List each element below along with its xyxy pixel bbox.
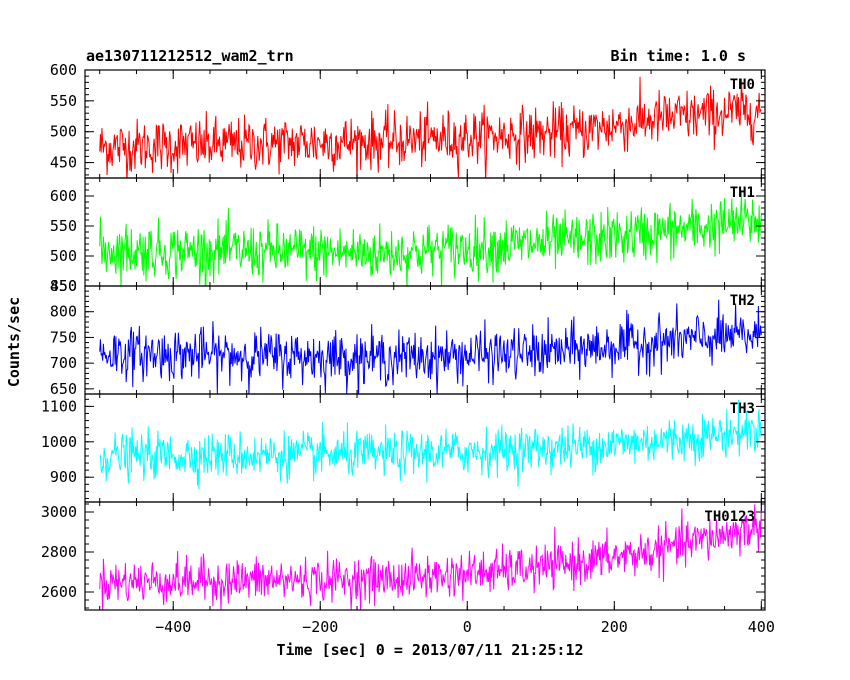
panel-label-th3: TH3 — [730, 401, 755, 417]
x-axis-label: Time [sec] 0 = 2013/07/11 21:25:12 — [276, 641, 583, 659]
series-line-th2 — [99, 299, 762, 394]
series-line-th0 — [99, 76, 762, 178]
x-tick-label: −400 — [155, 618, 191, 636]
y-tick-label: 450 — [50, 277, 77, 295]
y-tick-label: 850 — [50, 277, 77, 295]
y-tick-label: 500 — [50, 123, 77, 141]
x-tick-label: 400 — [748, 618, 775, 636]
panel-frame — [84, 501, 766, 611]
y-tick-label: 550 — [50, 92, 77, 110]
y-tick-label: 700 — [50, 354, 77, 372]
y-tick-label: 600 — [50, 187, 77, 205]
y-tick-label: 1100 — [41, 397, 77, 415]
panel-label-th1: TH1 — [730, 185, 755, 201]
series-line-th1 — [99, 190, 762, 286]
y-tick-label: 650 — [50, 380, 77, 398]
panel-frame — [84, 177, 766, 287]
y-tick-label: 2800 — [41, 543, 77, 561]
panel-th1: 450 500 550 600 TH1 — [50, 177, 766, 295]
panel-th2: 650 700 750 800 850 TH2 — [50, 277, 766, 398]
series-line-th0123 — [99, 504, 762, 610]
y-tick-label: 1000 — [41, 433, 77, 451]
panel-label-th2: TH2 — [730, 293, 755, 309]
panel-stack: 450 500 550 600 TH0 450 500 550 600 TH1 650 700 750 8… — [41, 61, 766, 611]
x-tick-label: 0 — [463, 618, 472, 636]
file-title: ae130711212512_wam2_trn — [86, 47, 294, 65]
x-axis: −400 −200 0 200 400 — [155, 618, 775, 636]
y-tick-label: 3000 — [41, 503, 77, 521]
panel-th0: 450 500 550 600 TH0 — [50, 61, 766, 179]
bin-time-label: Bin time: 1.0 s — [611, 47, 746, 65]
series-line-th3 — [99, 400, 762, 490]
y-tick-label: 600 — [50, 61, 77, 79]
y-tick-label: 500 — [50, 247, 77, 265]
x-tick-label: 200 — [601, 618, 628, 636]
panel-th3: 900 1000 1100 TH3 — [41, 393, 766, 503]
y-tick-label: 450 — [50, 154, 77, 172]
y-tick-label: 750 — [50, 328, 77, 346]
y-tick-label: 800 — [50, 303, 77, 321]
y-tick-label: 900 — [50, 468, 77, 486]
y-tick-label: 2600 — [41, 583, 77, 601]
panel-label-th0123: TH0123 — [704, 509, 755, 525]
panel-th0123: 2600 2800 3000 TH0123 — [41, 501, 766, 611]
x-tick-label: −200 — [302, 618, 338, 636]
y-axis-label: Counts/sec — [5, 297, 23, 387]
panel-label-th0: TH0 — [730, 77, 755, 93]
y-tick-label: 550 — [50, 217, 77, 235]
